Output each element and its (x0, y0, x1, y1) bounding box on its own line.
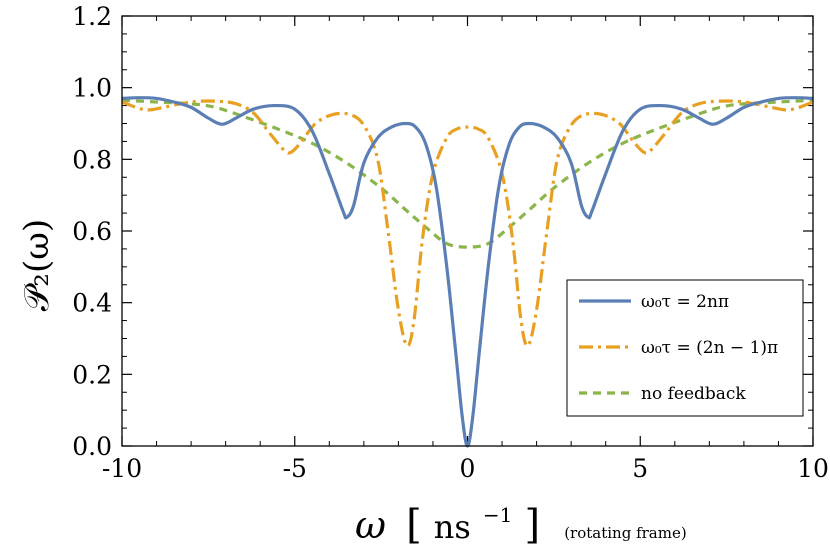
legend-label-2: ω₀τ = (2n − 1)π (641, 338, 778, 358)
x-axis-note: (rotating frame) (564, 524, 687, 542)
x-tick-label: 10 (797, 454, 829, 483)
series-line-3 (121, 98, 814, 249)
x-axis: -10 -5 0 5 10 (102, 16, 829, 483)
y-tick-label: 0.0 (72, 432, 112, 461)
x-tick-label: 5 (632, 454, 648, 483)
x-axis-unit-exponent: −1 (483, 503, 512, 527)
y-axis-label: 𝒫₂(ω) (17, 219, 57, 311)
x-axis-symbol: ω (355, 503, 386, 547)
x-axis-unit-close: ] (525, 502, 541, 548)
x-axis-unit: ns (434, 508, 471, 546)
y-tick-label: 0.8 (72, 145, 112, 174)
legend-label-3: no feedback (641, 384, 746, 404)
y-axis: 0.0 0.2 0.4 0.6 0.8 1.0 1.2 (72, 2, 813, 461)
y-tick-label: 0.4 (72, 289, 112, 318)
y-tick-label: 1.2 (72, 2, 112, 31)
y-tick-label: 0.2 (72, 360, 112, 389)
y-tick-label: 0.6 (72, 217, 112, 246)
x-tick-label: -5 (283, 454, 307, 483)
y-tick-label: 1.0 (72, 74, 112, 103)
x-tick-label: 0 (460, 454, 476, 483)
x-axis-label: ω [ ns −1 ] (rotating frame) (355, 487, 687, 548)
x-axis-unit-open: [ (406, 502, 422, 548)
series-line-2 (121, 99, 814, 348)
legend: ω₀τ = 2nπ ω₀τ = (2n − 1)π no feedback (566, 279, 804, 417)
x-tick-label: -10 (102, 454, 142, 483)
legend-label-1: ω₀τ = 2nπ (641, 292, 729, 312)
plot-frame (121, 15, 814, 447)
